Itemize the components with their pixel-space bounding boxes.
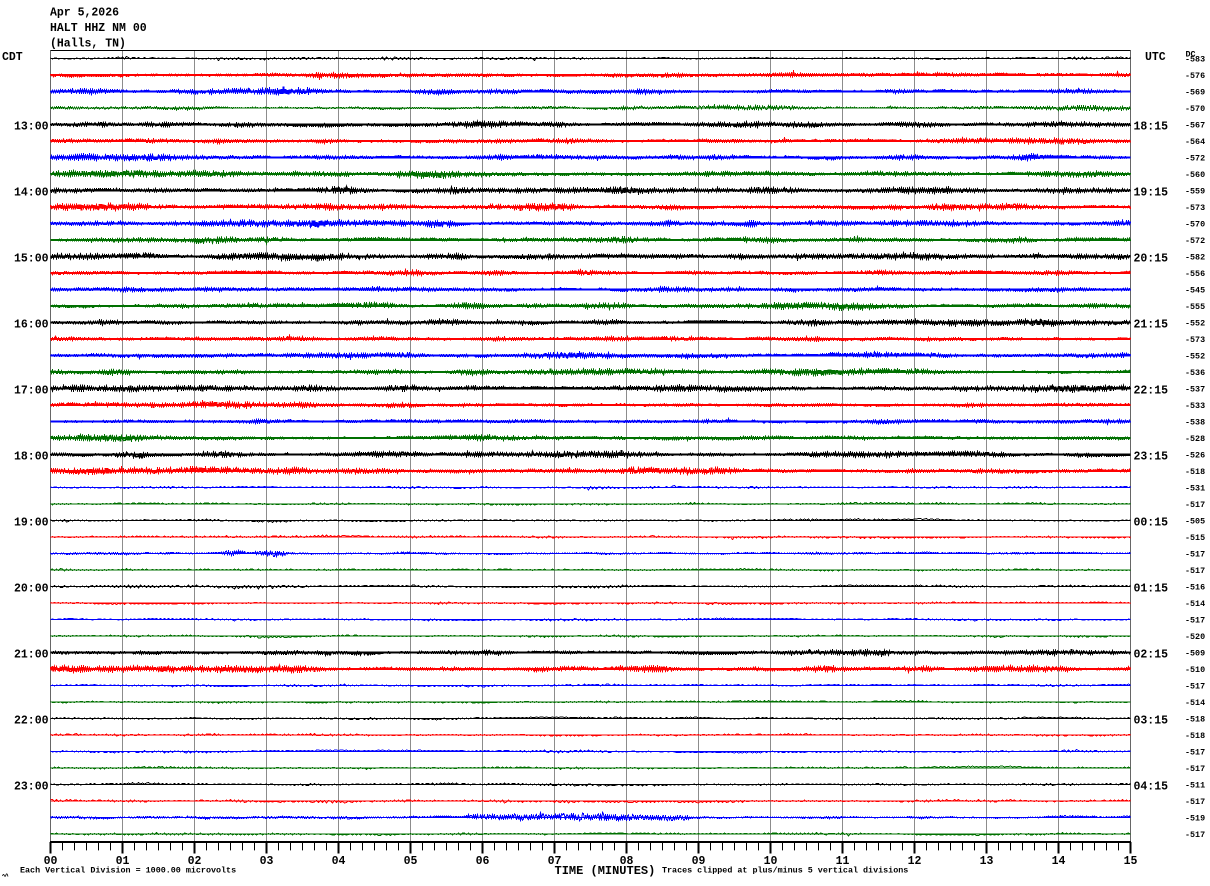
svg-text:-514: -514 [1185,599,1205,609]
svg-text:-567: -567 [1185,121,1205,131]
svg-text:00:15: 00:15 [1134,516,1169,529]
svg-text:-517: -517 [1185,682,1205,692]
svg-text:19:15: 19:15 [1134,186,1169,199]
svg-text:12: 12 [908,855,922,868]
svg-text:-569: -569 [1185,88,1205,98]
svg-text:-505: -505 [1185,517,1205,527]
svg-text:-519: -519 [1185,814,1205,824]
svg-text:11: 11 [836,855,850,868]
svg-text:17:00: 17:00 [14,384,49,397]
svg-text:13: 13 [980,855,994,868]
svg-text:21:15: 21:15 [1134,318,1169,331]
svg-text:03: 03 [260,855,274,868]
svg-text:-556: -556 [1185,269,1205,279]
svg-text:-510: -510 [1185,665,1205,675]
svg-text:-533: -533 [1185,401,1205,411]
svg-text:-515: -515 [1185,533,1205,543]
svg-text:20:15: 20:15 [1134,252,1169,265]
svg-text:-559: -559 [1185,187,1205,197]
svg-text:23:15: 23:15 [1134,450,1169,463]
svg-text:-526: -526 [1185,451,1205,461]
svg-text:-560: -560 [1185,170,1205,180]
svg-text:15:00: 15:00 [14,252,49,265]
svg-text:CDT: CDT [2,51,23,64]
svg-text:-582: -582 [1185,253,1205,263]
svg-text:07: 07 [548,855,562,868]
svg-text:-570: -570 [1185,220,1205,230]
svg-text:-552: -552 [1185,352,1205,362]
svg-text:-511: -511 [1185,781,1205,791]
svg-text:-520: -520 [1185,632,1205,642]
svg-text:23:00: 23:00 [14,780,49,793]
svg-text:-517: -517 [1185,616,1205,626]
svg-text:Apr 5,2026: Apr 5,2026 [50,6,119,19]
svg-text:06: 06 [476,855,490,868]
svg-text:-517: -517 [1185,764,1205,774]
svg-text:18:15: 18:15 [1134,120,1169,133]
svg-text:HALT HHZ NM 00: HALT HHZ NM 00 [50,22,147,35]
svg-text:TIME (MINUTES): TIME (MINUTES) [555,864,656,878]
svg-text:03:15: 03:15 [1134,714,1169,727]
svg-text:18:00: 18:00 [14,450,49,463]
svg-text:22:00: 22:00 [14,714,49,727]
svg-text:01: 01 [116,855,130,868]
svg-text:-538: -538 [1185,418,1205,428]
svg-text:-516: -516 [1185,583,1205,593]
svg-text:10: 10 [764,855,778,868]
svg-text:-573: -573 [1185,203,1205,213]
svg-text:DC: DC [1186,50,1196,60]
svg-text:15: 15 [1124,855,1138,868]
svg-text:04: 04 [332,855,346,868]
svg-text:-517: -517 [1185,500,1205,510]
svg-text:19:00: 19:00 [14,516,49,529]
svg-text:14: 14 [1052,855,1066,868]
svg-text:-537: -537 [1185,385,1205,395]
svg-text:14:00: 14:00 [14,186,49,199]
svg-text:20:00: 20:00 [14,582,49,595]
svg-text:-552: -552 [1185,319,1205,329]
svg-text:-572: -572 [1185,154,1205,164]
svg-text:Each Vertical Division = 1000.: Each Vertical Division = 1000.00 microvo… [20,865,236,875]
svg-text:-517: -517 [1185,830,1205,840]
svg-text:-570: -570 [1185,104,1205,114]
svg-text:-517: -517 [1185,748,1205,758]
svg-text:-564: -564 [1185,137,1205,147]
svg-text:04:15: 04:15 [1134,780,1169,793]
svg-text:16:00: 16:00 [14,318,49,331]
svg-text:02: 02 [188,855,202,868]
svg-text:-583: -583 [1185,55,1205,65]
svg-text:-528: -528 [1185,434,1205,444]
svg-text:00: 00 [44,855,58,868]
svg-text:-531: -531 [1185,484,1205,494]
svg-text:-517: -517 [1185,797,1205,807]
svg-text:-518: -518 [1185,731,1205,741]
svg-text:02:15: 02:15 [1134,648,1169,661]
svg-text:Traces clipped at plus/minus 5: Traces clipped at plus/minus 5 vertical … [662,865,908,875]
svg-text:-509: -509 [1185,649,1205,659]
svg-text:-517: -517 [1185,566,1205,576]
svg-text:22:15: 22:15 [1134,384,1169,397]
svg-text:-545: -545 [1185,286,1205,296]
svg-text:(Halls, TN): (Halls, TN) [50,38,126,51]
svg-text:-517: -517 [1185,550,1205,560]
svg-text:-572: -572 [1185,236,1205,246]
svg-text:-555: -555 [1185,302,1205,312]
svg-text:21:00: 21:00 [14,648,49,661]
svg-text:-514: -514 [1185,698,1205,708]
svg-text:09: 09 [692,855,706,868]
svg-text:UTC: UTC [1145,51,1166,64]
svg-text:08: 08 [620,855,634,868]
svg-text:-536: -536 [1185,368,1205,378]
svg-text:-573: -573 [1185,335,1205,345]
svg-text:01:15: 01:15 [1134,582,1169,595]
svg-text:-518: -518 [1185,467,1205,477]
svg-text:13:00: 13:00 [14,120,49,133]
svg-text:-518: -518 [1185,715,1205,725]
svg-text:-576: -576 [1185,71,1205,81]
svg-text:05: 05 [404,855,418,868]
